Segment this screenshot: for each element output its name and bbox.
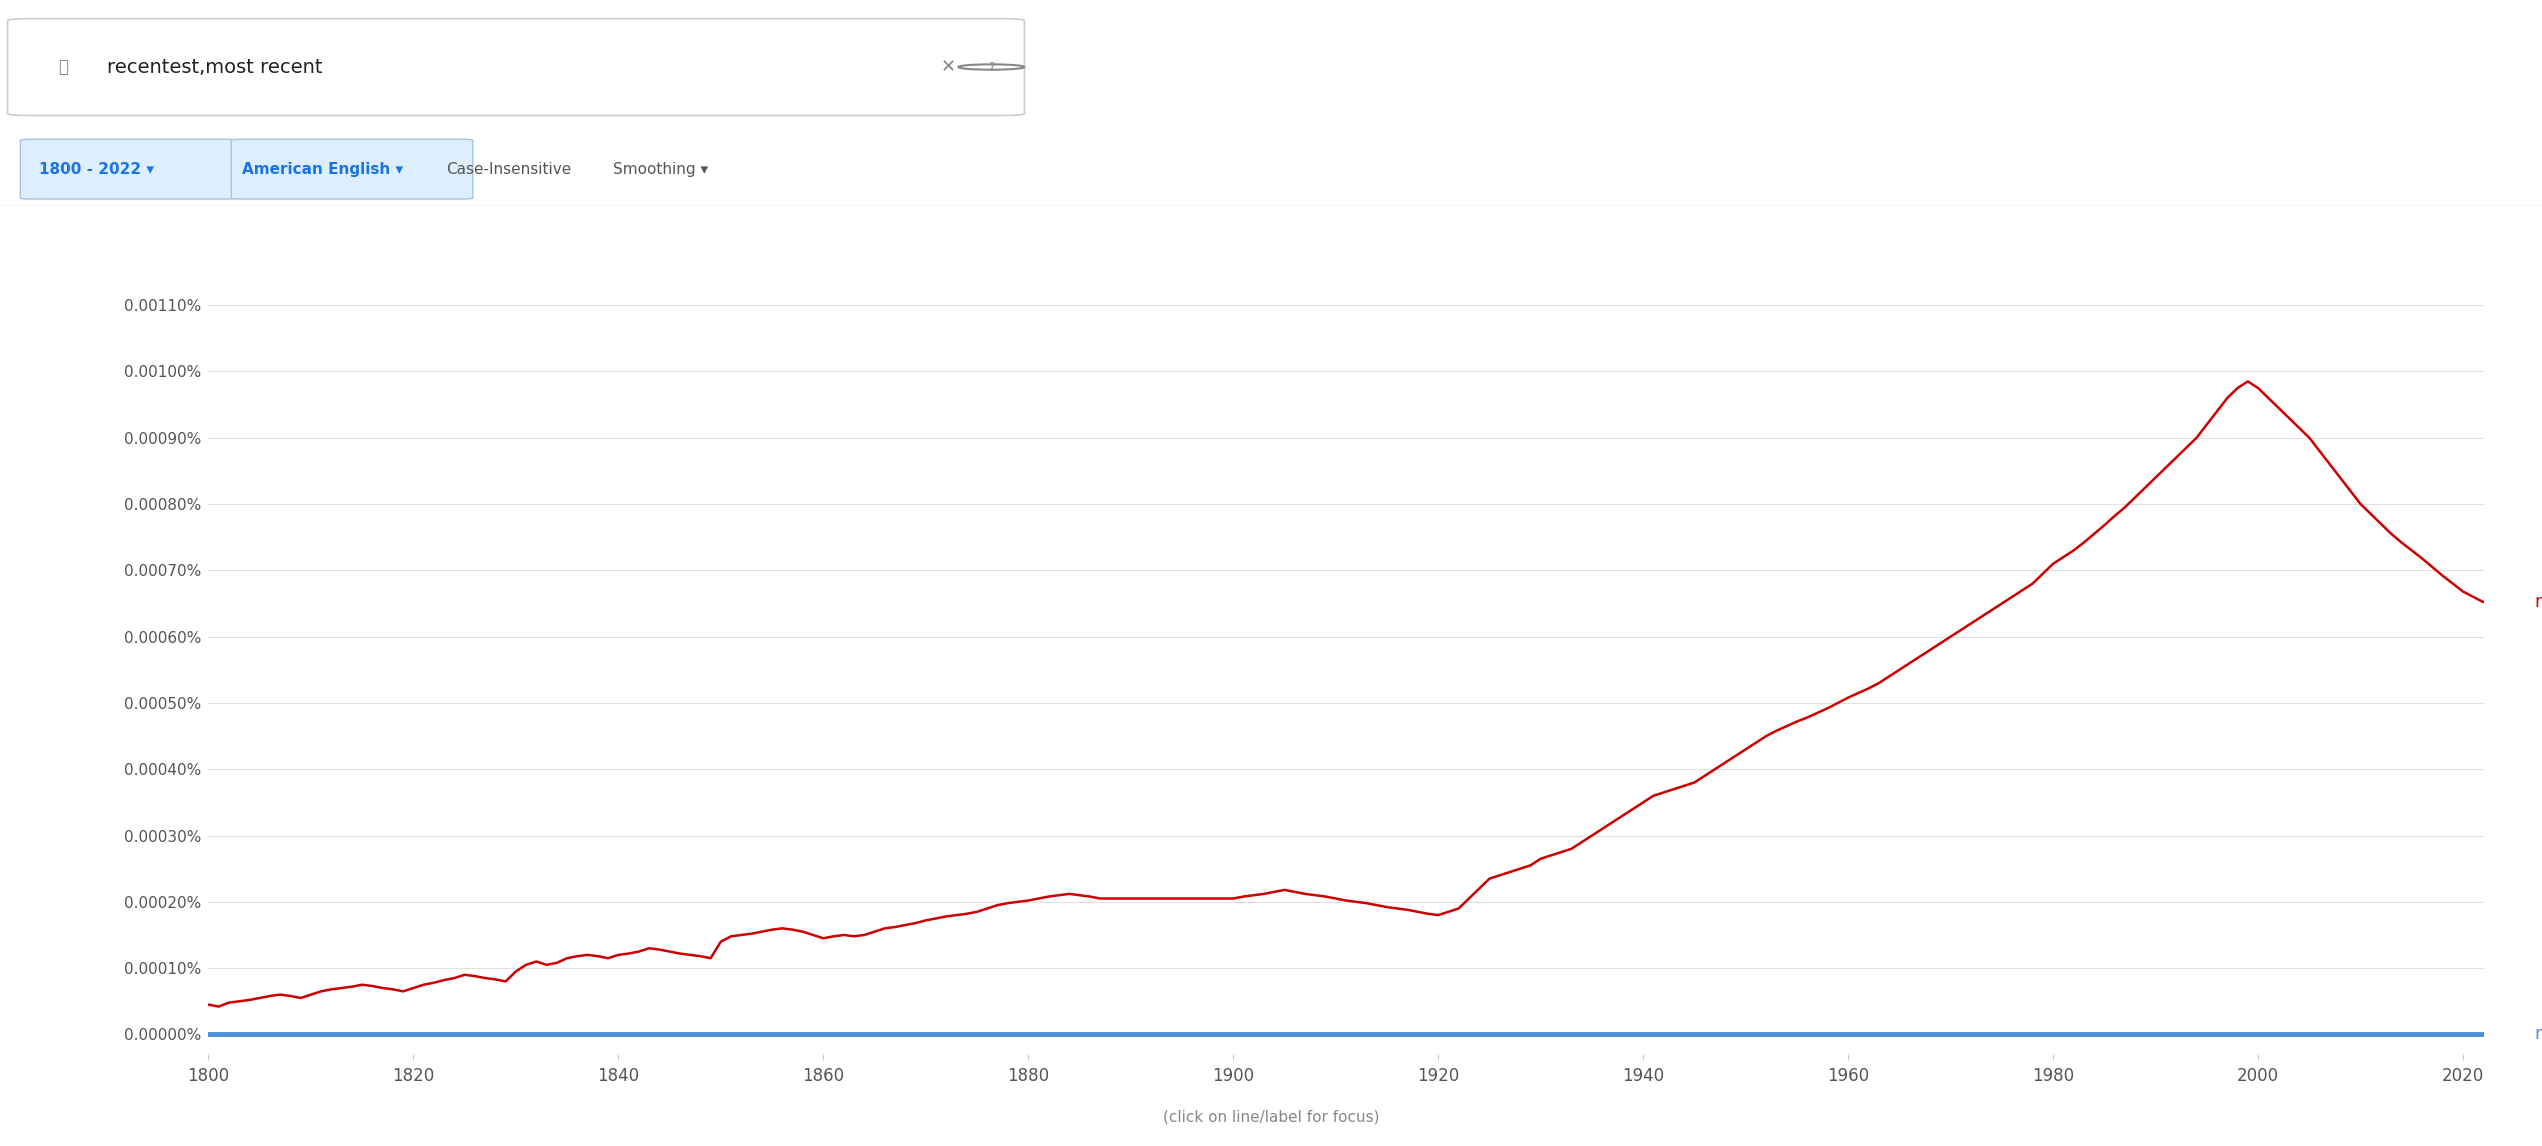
Text: ✕: ✕ <box>941 58 956 76</box>
Text: 1800 - 2022 ▾: 1800 - 2022 ▾ <box>38 162 155 176</box>
Text: ?: ? <box>989 61 994 74</box>
FancyBboxPatch shape <box>20 140 236 199</box>
Text: American English ▾: American English ▾ <box>241 162 404 176</box>
FancyBboxPatch shape <box>8 18 1024 116</box>
Text: recentest: recentest <box>2534 1026 2542 1043</box>
Text: (click on line/label for focus): (click on line/label for focus) <box>1162 1109 1380 1125</box>
Text: most recent: most recent <box>2534 594 2542 611</box>
Text: 🔍: 🔍 <box>58 58 69 76</box>
FancyBboxPatch shape <box>231 140 473 199</box>
Text: recentest,most recent: recentest,most recent <box>107 57 323 77</box>
Text: Case-Insensitive: Case-Insensitive <box>445 162 572 176</box>
Text: Smoothing ▾: Smoothing ▾ <box>613 162 709 176</box>
